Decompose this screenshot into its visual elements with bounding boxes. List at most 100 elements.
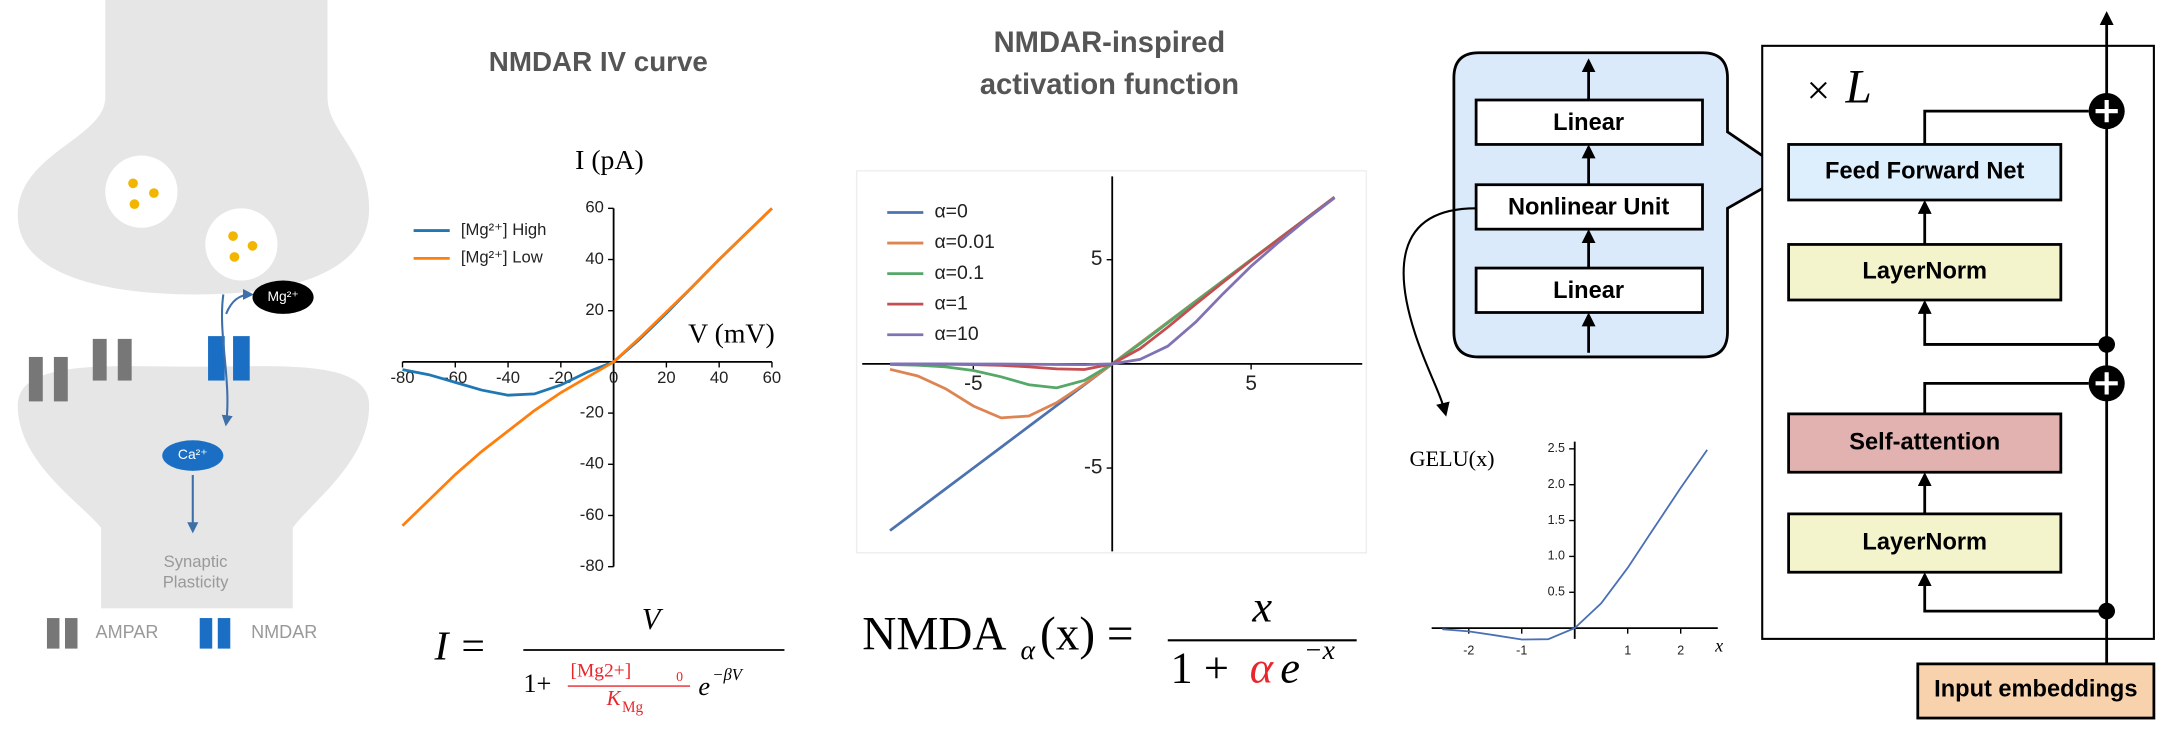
legend-label: α=10 xyxy=(934,323,978,345)
presynaptic xyxy=(17,0,370,295)
legend-nmdar xyxy=(217,618,231,649)
formula-text: −βV xyxy=(712,665,744,684)
formula-text: 0 xyxy=(676,670,683,685)
arrow xyxy=(1917,572,2107,613)
series-line xyxy=(1442,449,1708,641)
synapse-panel: Mg²⁺ Ca²⁺ Synaptic Plasticity AMPAR NMDA… xyxy=(17,0,370,649)
formula-text: 1 + xyxy=(1171,642,1229,692)
dot xyxy=(247,240,258,251)
y-tick-label: 40 xyxy=(585,249,604,268)
legend-label: [Mg²⁺] Low xyxy=(461,248,544,267)
legend-label: α=0 xyxy=(934,201,968,223)
legend-label: α=0.01 xyxy=(934,231,994,253)
legend-nmdar xyxy=(199,618,213,649)
formula-text: 1+ xyxy=(523,668,551,698)
formula-text: e xyxy=(698,671,710,701)
transformer: × L Feed Forward Net LayerNorm Self-atte… xyxy=(1761,11,2156,720)
plot-frame xyxy=(855,170,1368,554)
mg-arrow xyxy=(225,288,254,315)
y-tick-label: -5 xyxy=(1084,456,1103,479)
plasticity-label: Plasticity xyxy=(163,573,229,592)
mg-label: Mg²⁺ xyxy=(267,288,298,304)
block-label: Linear xyxy=(1553,110,1624,136)
block-label: Self-attention xyxy=(1849,429,2000,455)
block xyxy=(1787,243,2063,302)
ca-label: Ca²⁺ xyxy=(178,446,208,462)
x-tick-label: 60 xyxy=(763,368,782,387)
legend-ampar xyxy=(65,618,78,649)
y-tick-label: 5 xyxy=(1091,247,1103,270)
legend-label: [Mg²⁺] High xyxy=(461,220,547,239)
layers-label: L xyxy=(1845,62,1872,114)
x-tick-label: -2 xyxy=(1463,644,1474,658)
x-tick-label: 0 xyxy=(609,368,618,387)
ca-arrow xyxy=(220,294,233,427)
y-tick-label: -20 xyxy=(580,403,604,422)
formula-text: NMDA xyxy=(862,609,1006,661)
block-label: Linear xyxy=(1553,278,1624,304)
nmda-formula: NMDA α (x) = x 1 + α e −x xyxy=(862,581,1357,692)
y-tick-label: 1.5 xyxy=(1548,513,1565,527)
legend-label: α=0.1 xyxy=(934,262,984,284)
block xyxy=(1474,266,1704,314)
nmdar xyxy=(233,336,250,381)
ca-ion xyxy=(162,440,224,471)
legend-label: NMDAR xyxy=(251,622,317,642)
x-tick-label: 40 xyxy=(710,368,729,387)
formula-text: (x) = xyxy=(1040,609,1134,661)
junction xyxy=(2098,602,2115,620)
dot xyxy=(229,252,240,262)
block-label: LayerNorm xyxy=(1862,258,1987,284)
block xyxy=(1787,143,2063,202)
formula-text: −x xyxy=(1304,635,1336,666)
y-tick-label: 0.5 xyxy=(1548,585,1565,599)
y-tick-label: -80 xyxy=(580,556,604,575)
nmdar xyxy=(208,336,225,381)
formula-text: Mg xyxy=(622,699,644,716)
block-label: Feed Forward Net xyxy=(1825,158,2025,184)
block xyxy=(1916,662,2156,720)
formula-text: α xyxy=(1250,642,1275,692)
y-tick-label: 2.5 xyxy=(1548,441,1565,455)
dot xyxy=(228,231,238,241)
ampar xyxy=(53,356,68,402)
curved-arrow xyxy=(1402,207,1477,417)
x-tick-label: 1 xyxy=(1624,644,1631,658)
x-tick-label: 2 xyxy=(1677,644,1684,658)
legend-label: α=1 xyxy=(934,292,967,314)
block xyxy=(1474,98,1704,146)
wire xyxy=(1923,109,2089,145)
chart-title: activation function xyxy=(980,69,1239,101)
plasticity-label: Synaptic xyxy=(164,552,228,571)
y-tick-label: 20 xyxy=(585,300,604,319)
x-axis-label: V (mV) xyxy=(688,318,775,349)
plus xyxy=(2095,100,2118,123)
x-tick-label: -60 xyxy=(443,368,467,387)
formula-text: [Mg2+] xyxy=(571,661,632,682)
formula-text: α xyxy=(1021,635,1037,666)
y-axis-label: I (pA) xyxy=(575,145,644,176)
dot xyxy=(129,199,140,210)
x-tick-label: 5 xyxy=(1245,372,1257,395)
vesicle xyxy=(205,208,278,281)
block xyxy=(1474,183,1704,231)
ampar xyxy=(92,338,107,381)
series-line xyxy=(401,207,773,527)
block xyxy=(1787,412,2063,474)
plus xyxy=(2095,372,2118,395)
mg-ion xyxy=(252,280,314,314)
ffn-detail: Linear Nonlinear Unit Linear xyxy=(1402,51,1792,417)
y-tick-label: 1.0 xyxy=(1548,549,1565,563)
legend-label: AMPAR xyxy=(96,622,159,642)
y-tick-label: -40 xyxy=(580,454,604,473)
block xyxy=(1787,512,2063,574)
formula-text: e xyxy=(1280,642,1300,692)
formula-text: V xyxy=(642,602,664,636)
x-tick-label: -80 xyxy=(390,368,414,387)
dot xyxy=(149,188,159,198)
ampar xyxy=(117,338,132,381)
x-tick-label: -1 xyxy=(1516,644,1527,658)
legend-ampar xyxy=(46,618,60,649)
x-axis-label: x xyxy=(1714,635,1723,655)
